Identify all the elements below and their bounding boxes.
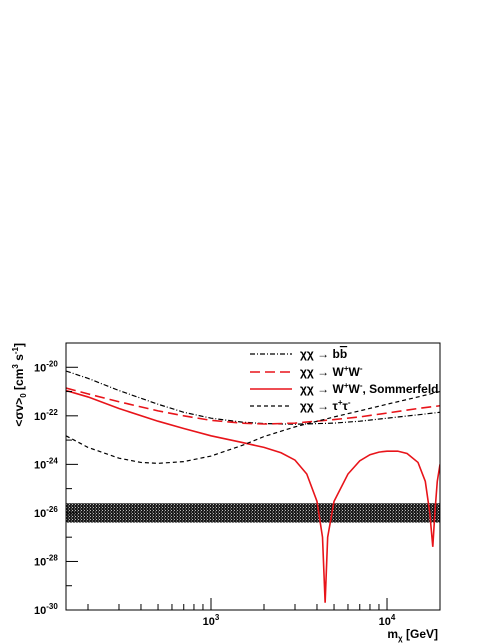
series-layer <box>66 370 440 603</box>
series-tautau <box>66 390 440 464</box>
series-ww <box>66 387 440 425</box>
tick-layer <box>66 342 441 611</box>
legend-label-ww: χχ → W+W- <box>300 364 363 379</box>
y-tick-label: 10-28 <box>34 553 58 568</box>
legend-label-bb: χχ → bb <box>300 347 347 361</box>
y-tick-label: 10-30 <box>34 602 58 617</box>
series-bb <box>66 370 440 425</box>
plot-frame <box>65 342 441 611</box>
legend: χχ → bb χχ → W+W- χχ → W+W-, Sommerfeld … <box>250 347 439 413</box>
legend-label-ww-sommerfeld: χχ → W+W-, Sommerfeld <box>300 381 439 396</box>
x-tick-label: 103 <box>203 613 220 628</box>
legend-label-tautau: χχ → τ+τ- <box>300 398 351 413</box>
x-tick-label: 104 <box>379 613 396 628</box>
y-tick-label: 10-24 <box>34 456 58 471</box>
y-tick-label: 10-26 <box>34 505 58 520</box>
x-axis-title: mχ [GeV] <box>387 627 438 643</box>
y-axis-title: <σv>0 [cm3 s-1] <box>11 343 28 427</box>
series-ww-sommerfeld <box>66 389 440 603</box>
y-tick-label: 10-20 <box>34 359 58 374</box>
sensitivity-band <box>66 503 440 523</box>
y-tick-label: 10-22 <box>34 408 58 423</box>
plot-area <box>66 343 440 610</box>
